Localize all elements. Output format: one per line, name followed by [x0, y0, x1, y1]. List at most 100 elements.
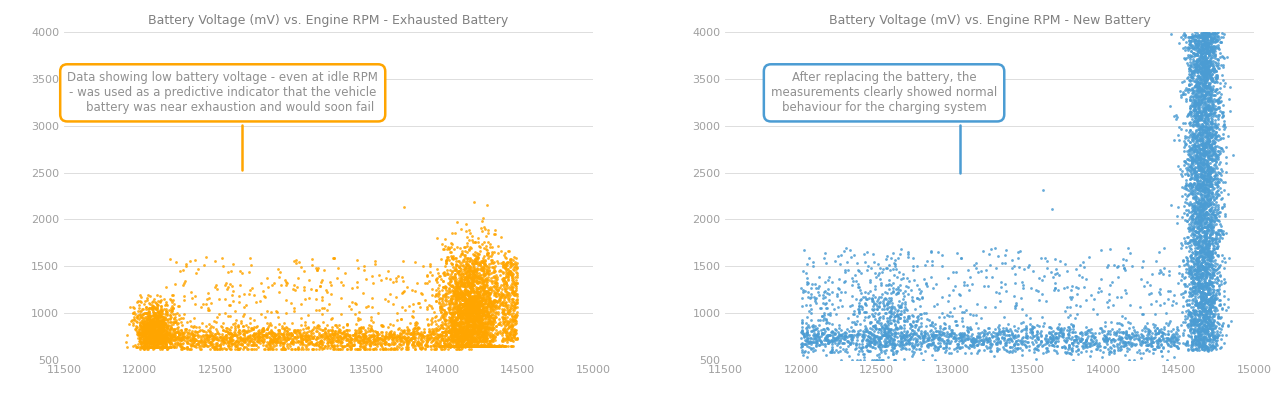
Point: [128, 344, 148, 350]
Point: [1189, 340, 1210, 346]
Point: [349, 346, 370, 352]
Point: [1208, 204, 1229, 210]
Point: [430, 305, 451, 312]
Point: [1196, 290, 1216, 297]
Point: [463, 319, 484, 325]
Point: [461, 302, 481, 308]
Point: [1190, 282, 1211, 288]
Point: [474, 343, 494, 349]
Point: [433, 314, 453, 320]
Point: [461, 332, 481, 338]
Point: [296, 319, 316, 325]
Point: [1014, 341, 1034, 347]
Point: [1193, 41, 1213, 47]
Point: [161, 333, 182, 340]
Point: [991, 334, 1011, 341]
Point: [1198, 321, 1219, 328]
Point: [1193, 248, 1213, 255]
Point: [1139, 291, 1160, 297]
Point: [465, 293, 485, 300]
Point: [454, 343, 475, 349]
Point: [421, 272, 442, 278]
Point: [1185, 42, 1206, 48]
Point: [141, 344, 161, 350]
Point: [479, 343, 499, 349]
Point: [488, 290, 508, 297]
Point: [1204, 236, 1225, 242]
Point: [219, 302, 239, 308]
Point: [463, 317, 484, 323]
Point: [1196, 169, 1216, 176]
Point: [1184, 209, 1204, 216]
Point: [474, 320, 494, 326]
Point: [1197, 346, 1217, 352]
Point: [1198, 247, 1219, 253]
Point: [1180, 285, 1201, 291]
Point: [339, 338, 360, 344]
Point: [214, 334, 234, 340]
Point: [1197, 140, 1217, 146]
Point: [881, 330, 901, 336]
Point: [479, 342, 499, 348]
Point: [456, 343, 476, 349]
Point: [453, 292, 474, 298]
Point: [447, 284, 467, 290]
Point: [269, 333, 289, 339]
Point: [463, 268, 484, 274]
Point: [1172, 330, 1193, 336]
Point: [466, 324, 486, 330]
Point: [1197, 84, 1217, 90]
Point: [1202, 33, 1222, 39]
Point: [131, 326, 151, 332]
Point: [157, 318, 178, 325]
Point: [1199, 62, 1220, 68]
Point: [1197, 250, 1217, 256]
Point: [463, 336, 484, 342]
Point: [193, 262, 214, 268]
Point: [1197, 178, 1217, 184]
Point: [1185, 127, 1206, 133]
Point: [1185, 276, 1206, 282]
Point: [148, 339, 169, 345]
Point: [1204, 206, 1225, 212]
Point: [1183, 194, 1203, 200]
Point: [1197, 142, 1217, 149]
Point: [474, 316, 494, 322]
Point: [841, 332, 861, 338]
Point: [221, 334, 242, 340]
Point: [1201, 152, 1221, 158]
Point: [467, 343, 488, 349]
Point: [471, 284, 492, 290]
Point: [392, 334, 412, 340]
Point: [151, 341, 172, 347]
Point: [143, 319, 164, 325]
Point: [1193, 227, 1213, 234]
Point: [306, 322, 326, 329]
Point: [1206, 134, 1226, 140]
Point: [829, 296, 850, 303]
Point: [1199, 84, 1220, 90]
Point: [372, 337, 393, 343]
Point: [1189, 325, 1210, 332]
Point: [410, 345, 430, 351]
Point: [314, 304, 334, 311]
Point: [152, 338, 173, 344]
Point: [463, 315, 484, 322]
Point: [500, 334, 521, 340]
Point: [151, 331, 172, 338]
Point: [470, 261, 490, 268]
Point: [474, 329, 494, 336]
Point: [1027, 322, 1047, 328]
Point: [1201, 145, 1221, 151]
Point: [457, 311, 477, 318]
Point: [852, 335, 873, 342]
Point: [465, 303, 485, 309]
Point: [1043, 334, 1064, 341]
Point: [417, 338, 438, 344]
Point: [239, 333, 260, 339]
Point: [447, 333, 467, 339]
Point: [412, 339, 433, 346]
Point: [302, 334, 323, 340]
Point: [397, 337, 417, 343]
Point: [1189, 265, 1210, 271]
